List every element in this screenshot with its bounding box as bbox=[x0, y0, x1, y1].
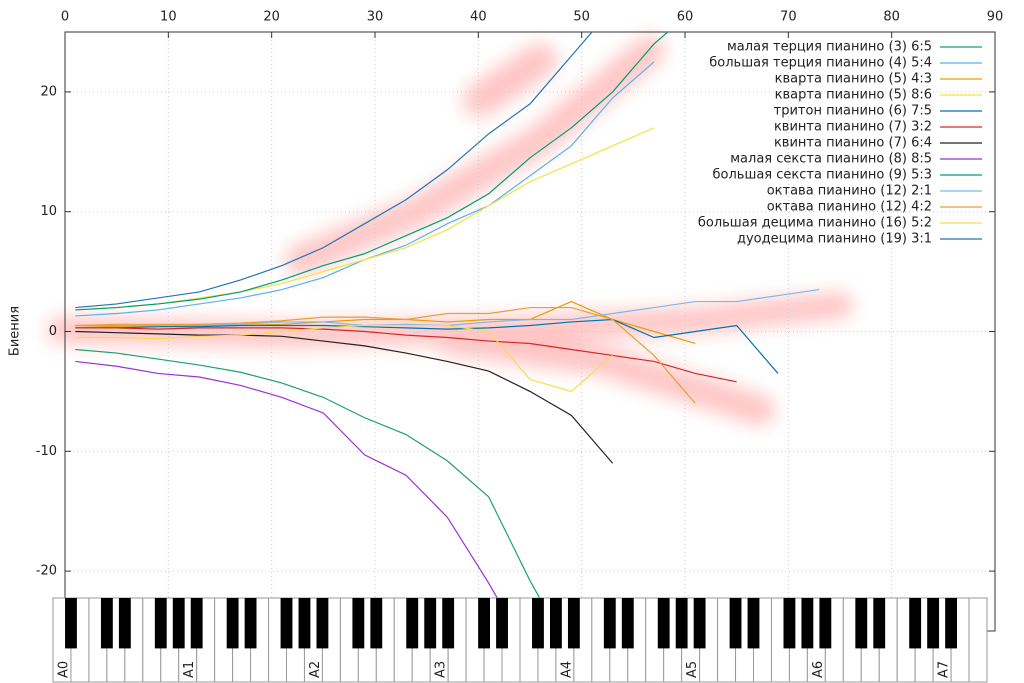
black-key bbox=[406, 598, 419, 649]
y-tick-label: 20 bbox=[40, 84, 57, 99]
black-key bbox=[352, 598, 365, 649]
legend-label: малая терция пианино (3) 6:5 bbox=[727, 40, 932, 55]
black-key bbox=[603, 598, 616, 649]
key-label: A1 bbox=[182, 661, 197, 678]
y-tick-label: -10 bbox=[36, 444, 57, 459]
y-tick-label: 10 bbox=[40, 204, 57, 219]
key-label: A5 bbox=[685, 661, 700, 678]
black-key bbox=[873, 598, 886, 649]
series-line bbox=[75, 318, 779, 374]
series-line bbox=[75, 306, 696, 404]
black-key bbox=[424, 598, 437, 649]
black-key bbox=[280, 598, 293, 649]
x-tick-label: 80 bbox=[883, 10, 900, 25]
axes: 0 10 20 30 40 50 60 70 80 90 -20 -10 0 10 20 bbox=[36, 10, 1004, 579]
black-key bbox=[945, 598, 958, 649]
series-line bbox=[75, 330, 614, 464]
black-key bbox=[298, 598, 311, 649]
x-tick-label: 40 bbox=[470, 10, 487, 25]
lines bbox=[75, 32, 820, 631]
legend-label: большая терция пианино (4) 5:4 bbox=[709, 56, 932, 71]
black-key bbox=[316, 598, 329, 649]
black-key bbox=[370, 598, 383, 649]
black-key bbox=[549, 598, 562, 649]
x-tick-label: 90 bbox=[987, 10, 1004, 25]
key-label: A6 bbox=[811, 661, 826, 678]
y-tick-label: -20 bbox=[36, 564, 57, 579]
series-line bbox=[75, 32, 669, 311]
black-key bbox=[496, 598, 508, 649]
x-tick-label: 30 bbox=[367, 10, 384, 25]
black-key bbox=[442, 598, 455, 649]
legend-label: квинта пианино (7) 6:4 bbox=[774, 136, 932, 151]
series-line bbox=[75, 324, 614, 393]
x-tick-label: 10 bbox=[160, 10, 177, 25]
black-key bbox=[244, 598, 257, 649]
piano-keyboard: A0 A1 A2 A3 A4 A5 A6 A7 bbox=[52, 597, 988, 683]
key-label: A4 bbox=[559, 661, 574, 678]
x-tick-label: 70 bbox=[780, 10, 797, 25]
black-key bbox=[118, 598, 131, 649]
key-label: A2 bbox=[308, 661, 323, 678]
y-axis-label: Биения bbox=[8, 306, 23, 356]
key-label: A3 bbox=[434, 661, 449, 678]
black-key bbox=[226, 598, 239, 649]
legend-label: квинта пианино (7) 3:2 bbox=[774, 120, 932, 135]
series-line bbox=[75, 360, 517, 631]
black-key bbox=[657, 598, 670, 649]
black-key bbox=[65, 598, 77, 649]
legend-label: большая децима пианино (16) 5:2 bbox=[698, 216, 932, 231]
key-label: A0 bbox=[57, 661, 72, 678]
black-key bbox=[532, 598, 544, 649]
x-tick-label: 60 bbox=[677, 10, 694, 25]
black-key bbox=[909, 598, 922, 649]
x-tick-label: 50 bbox=[573, 10, 590, 25]
key-label: A7 bbox=[937, 661, 952, 678]
series-line bbox=[75, 327, 737, 383]
legend-label: кварта пианино (5) 8:6 bbox=[775, 88, 932, 103]
legend-label: малая секста пианино (8) 8:5 bbox=[730, 152, 932, 167]
black-key bbox=[100, 598, 113, 649]
highlight-glow bbox=[47, 35, 853, 425]
legend-label: дуодецима пианино (19) 3:1 bbox=[737, 232, 932, 247]
legend-label: большая секста пианино (9) 5:3 bbox=[713, 168, 933, 183]
black-key bbox=[855, 598, 868, 649]
black-key bbox=[478, 598, 491, 649]
black-key bbox=[567, 598, 580, 649]
black-key bbox=[621, 598, 634, 649]
legend-label: октава пианино (12) 2:1 bbox=[767, 184, 932, 199]
black-key bbox=[172, 598, 185, 649]
black-key bbox=[154, 598, 167, 649]
black-key bbox=[729, 598, 742, 649]
series-line bbox=[75, 32, 593, 309]
black-key bbox=[801, 598, 814, 649]
black-key bbox=[783, 598, 796, 649]
series-line bbox=[75, 348, 559, 631]
legend-label: кварта пианино (5) 4:3 bbox=[775, 72, 932, 87]
black-key bbox=[927, 598, 940, 649]
black-key bbox=[190, 598, 203, 649]
y-tick-label: 0 bbox=[49, 324, 57, 339]
white-key bbox=[968, 597, 988, 683]
grid bbox=[64, 32, 996, 631]
x-tick-label: 20 bbox=[263, 10, 280, 25]
legend-label: тритон пианино (6) 7:5 bbox=[774, 104, 932, 119]
black-key bbox=[819, 598, 832, 649]
black-key bbox=[675, 598, 688, 649]
x-tick-label: 0 bbox=[61, 10, 69, 25]
legend-label: октава пианино (12) 4:2 bbox=[767, 200, 932, 215]
black-key bbox=[693, 598, 706, 649]
black-key bbox=[747, 598, 760, 649]
